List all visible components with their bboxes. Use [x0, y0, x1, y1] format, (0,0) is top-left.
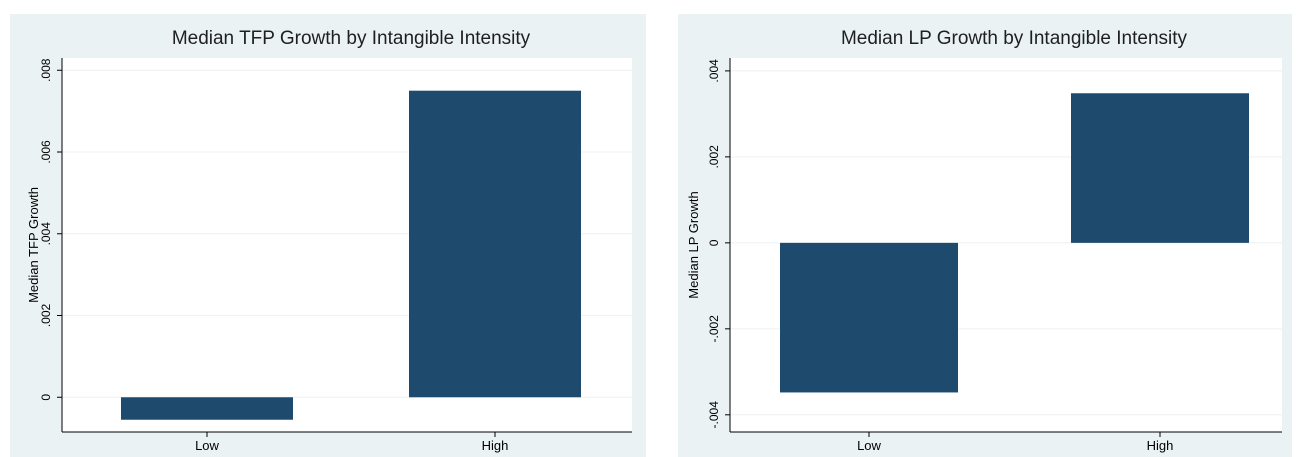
x-tick-label: High — [1147, 438, 1174, 453]
y-tick-label: .006 — [39, 140, 53, 164]
y-tick-label: .004 — [707, 59, 721, 83]
y-tick-label: .008 — [39, 58, 53, 82]
y-tick-label: .004 — [39, 222, 53, 246]
bar-low — [780, 242, 958, 393]
x-tick-label: Low — [857, 438, 881, 453]
y-tick-label: .002 — [39, 304, 53, 328]
lp-chart-panel: -.004 -.002 0 .002 .004 Low High Median LP Gr… — [678, 14, 1292, 457]
bar-high — [1071, 93, 1249, 243]
tfp-chart-panel: 0 .002 .004 .006 .008 Low High Median TFP Gro… — [10, 14, 646, 457]
x-tick-label: Low — [195, 438, 219, 453]
y-tick-label: -.004 — [707, 401, 721, 429]
y-ticks: 0 .002 .004 .006 .008 — [39, 58, 62, 401]
y-axis-label: Median TFP Growth — [26, 187, 41, 303]
bar-high — [409, 90, 581, 398]
y-tick-label: -.002 — [707, 315, 721, 343]
bars — [121, 90, 581, 420]
y-tick-label: 0 — [707, 239, 721, 246]
bars — [780, 93, 1249, 393]
y-tick-label: 0 — [39, 394, 53, 401]
chart-title: Median TFP Growth by Intangible Intensit… — [172, 28, 531, 49]
chart-title: Median LP Growth by Intangible Intensity — [841, 28, 1188, 49]
y-tick-label: .002 — [707, 145, 721, 169]
x-ticks: Low High — [195, 432, 508, 453]
y-axis-label: Median LP Growth — [686, 191, 701, 298]
x-tick-label: High — [482, 438, 509, 453]
bar-low — [121, 397, 293, 420]
y-ticks: -.004 -.002 0 .002 .004 — [707, 59, 730, 429]
x-ticks: Low High — [857, 432, 1173, 453]
